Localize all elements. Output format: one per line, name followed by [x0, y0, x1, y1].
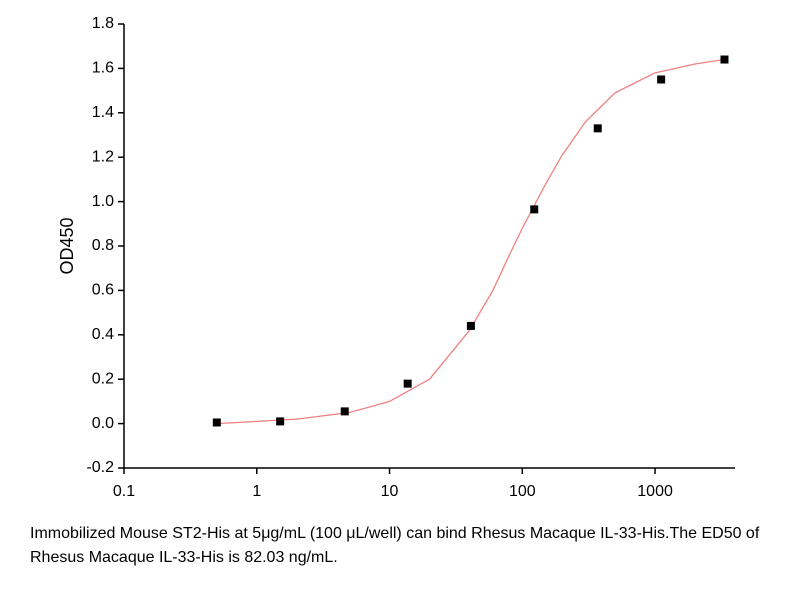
- data-point: [593, 124, 602, 133]
- y-tick-label: -0.2: [86, 459, 114, 476]
- fit-curve: [216, 58, 725, 425]
- x-tick-label: 0.1: [113, 483, 135, 500]
- y-tick-label: 0.6: [92, 282, 114, 299]
- data-point: [466, 321, 475, 330]
- data-point: [530, 205, 539, 214]
- data-point: [340, 407, 349, 416]
- data-point: [403, 379, 412, 388]
- x-tick-label: 100: [509, 483, 536, 500]
- y-tick-label: 1.6: [92, 60, 114, 77]
- y-tick-label: 0.8: [92, 237, 114, 254]
- x-tick-label: 1: [252, 483, 261, 500]
- data-point: [276, 417, 285, 426]
- caption: Immobilized Mouse ST2-His at 5μg/mL (100…: [30, 525, 760, 566]
- y-tick-label: 1.4: [92, 104, 114, 121]
- y-tick-label: 0.2: [92, 370, 114, 387]
- y-tick-label: 1.0: [92, 193, 114, 210]
- y-tick-label: 1.8: [92, 15, 114, 32]
- x-tick-label: 10: [381, 483, 399, 500]
- x-tick-label: 1000: [637, 483, 673, 500]
- data-point: [720, 55, 729, 64]
- data-point: [657, 75, 666, 84]
- y-tick-label: 0.0: [92, 415, 114, 432]
- y-tick-label: 1.2: [92, 148, 114, 165]
- y-axis-label: OD450: [57, 217, 77, 274]
- y-tick-label: 0.4: [92, 326, 114, 343]
- chart: OD450 -0.2 0.0 0.2 0.4 0.6 0.8 1.0 1.2 1.4 1.6 1.8…: [57, 15, 735, 500]
- data-point: [212, 418, 221, 427]
